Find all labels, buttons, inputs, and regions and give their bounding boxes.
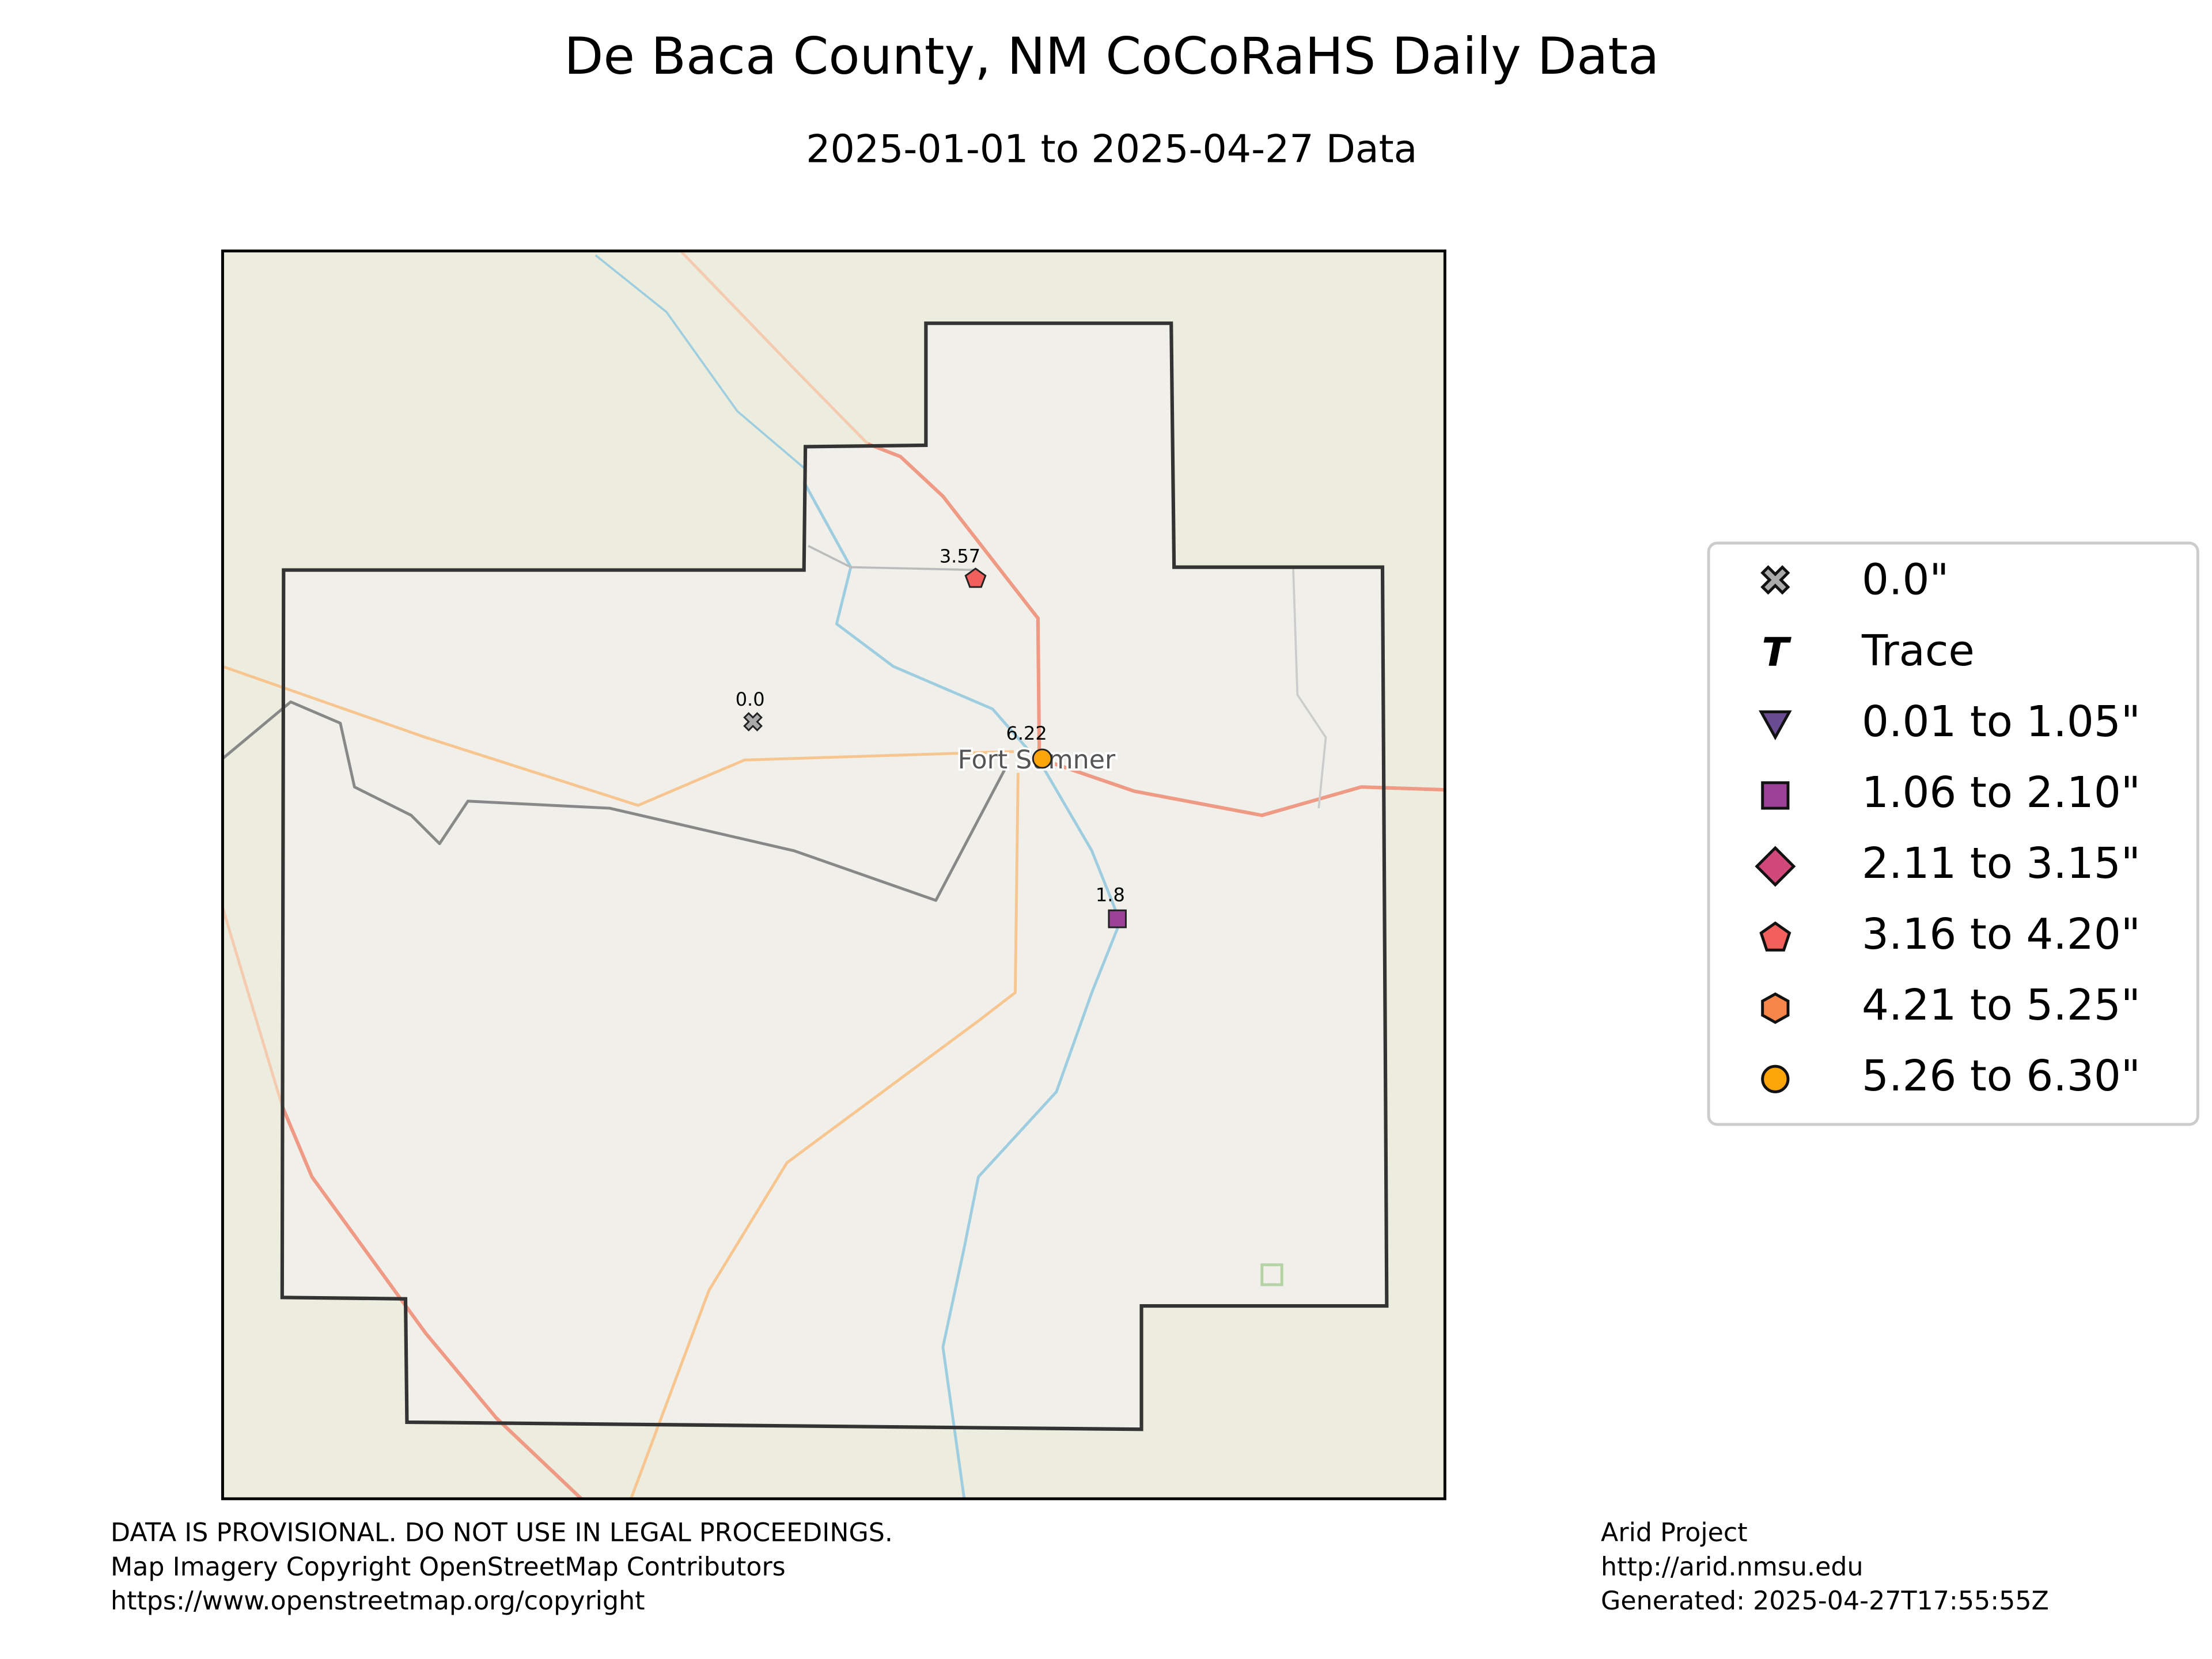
footer-text: Arid Project (1601, 1518, 1748, 1548)
legend-label: 1.06 to 2.10" (1862, 768, 2141, 817)
station-marker (1032, 748, 1052, 769)
legend-entries: 0.0" Trace 0.01 to 1.05" 1.06 to 2.10" 2.11 … (1861, 555, 2141, 1101)
station-label: 3.57 (940, 545, 980, 567)
legend-label: 3.16 to 4.20" (1862, 910, 2141, 959)
legend-label: 0.0" (1862, 555, 1949, 605)
legend-marker (1759, 710, 1792, 741)
place-label: Fort Sumner (958, 745, 1116, 775)
legend-marker: T (1762, 630, 1791, 676)
station-marker (743, 712, 763, 732)
legend-marker (1761, 781, 1790, 810)
subtitle: 2025-01-01 to 2025-04-27 Data (806, 126, 1417, 171)
title: De Baca County, NM CoCoRaHS Daily Data (564, 26, 1659, 86)
road (222, 665, 1014, 807)
legend-marker (1761, 992, 1790, 1024)
legend-box (1707, 541, 2199, 1126)
county-border (280, 321, 1389, 1431)
legend-marker (1760, 565, 1790, 595)
footer-text: http://arid.nmsu.edu (1601, 1552, 1863, 1582)
station: 6.22 (1006, 722, 1052, 769)
station-marker (1108, 909, 1127, 929)
station-label: 0.0 (736, 688, 765, 710)
map: Fort Sumner 0.0 3.57 6.22 1.8 (221, 249, 1446, 1501)
park (1260, 1263, 1283, 1286)
road (808, 545, 979, 571)
legend-marker (1755, 846, 1796, 887)
station-label: 1.8 (1096, 884, 1125, 906)
legend-label: Trace (1861, 626, 1975, 676)
legend-label: 5.26 to 6.30" (1862, 1051, 2141, 1101)
legend-marker (1759, 921, 1791, 952)
map-frame (221, 249, 1446, 1501)
legend: T 0.0" Trace 0.01 to 1.05" 1.06 to 2.10" 2.1… (1707, 541, 2199, 1126)
railway (221, 700, 1008, 902)
legend-label: 4.21 to 5.25" (1862, 980, 2141, 1030)
station: 1.8 (1096, 884, 1127, 929)
river (594, 254, 805, 469)
footer-text: Generated: 2025-04-27T17:55:55Z (1601, 1586, 2049, 1616)
station-label: 6.22 (1006, 722, 1047, 744)
station-marker (964, 567, 987, 588)
station: 3.57 (940, 545, 987, 588)
legend-label: 2.11 to 3.15" (1862, 839, 2141, 888)
footer: DATA IS PROVISIONAL. DO NOT USE IN LEGAL… (111, 1518, 2049, 1616)
legend-label: 0.01 to 1.05" (1862, 697, 2141, 747)
station: 0.0 (736, 688, 765, 732)
county-fill (282, 323, 1387, 1430)
footer-text: Map Imagery Copyright OpenStreetMap Cont… (111, 1552, 786, 1582)
road (1292, 567, 1327, 809)
river (802, 481, 1122, 1499)
road (630, 772, 1020, 1499)
legend-marker (1761, 1065, 1790, 1093)
footer-text: DATA IS PROVISIONAL. DO NOT USE IN LEGAL… (111, 1518, 893, 1548)
road (679, 249, 869, 445)
highway (281, 1105, 583, 1501)
highway (221, 907, 284, 1107)
footer-text: https://www.openstreetmap.org/copyright (111, 1586, 645, 1616)
